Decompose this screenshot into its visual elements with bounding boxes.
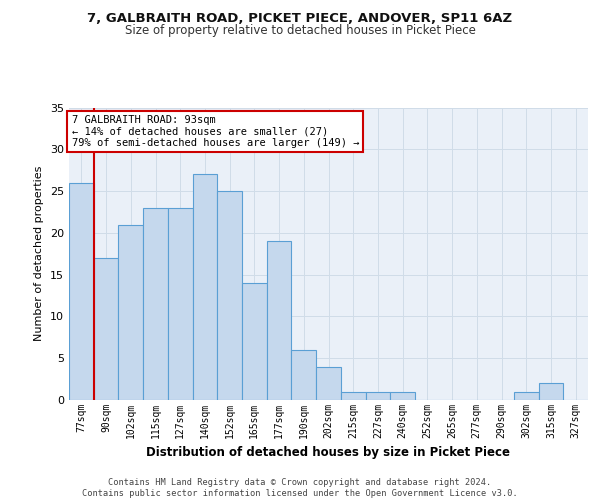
Text: Size of property relative to detached houses in Picket Piece: Size of property relative to detached ho… — [125, 24, 475, 37]
Text: Contains HM Land Registry data © Crown copyright and database right 2024.
Contai: Contains HM Land Registry data © Crown c… — [82, 478, 518, 498]
Bar — [514, 392, 539, 400]
Text: 7 GALBRAITH ROAD: 93sqm
← 14% of detached houses are smaller (27)
79% of semi-de: 7 GALBRAITH ROAD: 93sqm ← 14% of detache… — [71, 115, 359, 148]
Bar — [316, 366, 341, 400]
Bar — [267, 241, 292, 400]
Bar — [365, 392, 390, 400]
Bar — [143, 208, 168, 400]
Bar — [539, 384, 563, 400]
Text: 7, GALBRAITH ROAD, PICKET PIECE, ANDOVER, SP11 6AZ: 7, GALBRAITH ROAD, PICKET PIECE, ANDOVER… — [88, 12, 512, 26]
Bar — [292, 350, 316, 400]
Bar — [390, 392, 415, 400]
Bar — [94, 258, 118, 400]
X-axis label: Distribution of detached houses by size in Picket Piece: Distribution of detached houses by size … — [146, 446, 511, 460]
Bar — [242, 283, 267, 400]
Bar — [217, 191, 242, 400]
Bar — [193, 174, 217, 400]
Bar — [168, 208, 193, 400]
Y-axis label: Number of detached properties: Number of detached properties — [34, 166, 44, 342]
Bar — [118, 224, 143, 400]
Bar — [69, 182, 94, 400]
Bar — [341, 392, 365, 400]
